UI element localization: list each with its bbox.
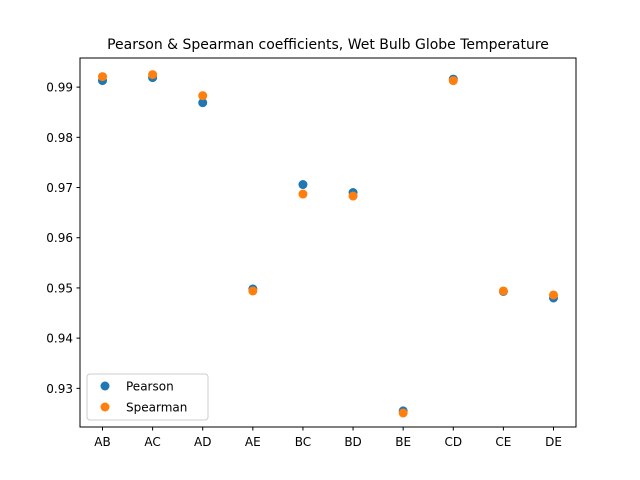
legend-label-spearman: Spearman <box>126 401 187 415</box>
point-pearson-bc <box>298 180 308 190</box>
x-tick-label: BD <box>344 435 361 449</box>
legend-marker-spearman <box>100 402 110 412</box>
y-tick-label: 0.98 <box>46 131 73 145</box>
x-tick-label: BE <box>395 435 411 449</box>
legend: Pearson Spearman <box>86 373 209 421</box>
point-spearman-ad <box>198 91 208 101</box>
x-tick-label: DE <box>545 435 562 449</box>
x-tick-label: AE <box>245 435 261 449</box>
point-spearman-de <box>549 290 558 300</box>
point-spearman-ce <box>498 286 508 296</box>
point-spearman-bc <box>298 189 308 199</box>
chart-title: Pearson & Spearman coefficients, Wet Bul… <box>107 37 549 53</box>
y-tick-label: 0.97 <box>46 181 73 195</box>
axes: AB AC AD AE BC BD BE CD CE DE 0.93 0.94 0.95 0.96 0.97… <box>46 81 562 449</box>
legend-label-pearson: Pearson <box>126 380 174 394</box>
y-tick-label: 0.93 <box>46 382 73 396</box>
point-pearson-ad <box>198 98 208 108</box>
x-tick-label: BC <box>295 435 311 449</box>
point-spearman-ab <box>98 72 107 82</box>
y-tick-label: 0.99 <box>46 81 73 95</box>
x-tick-label: CE <box>495 435 511 449</box>
legend-marker-pearson <box>100 381 110 391</box>
y-tick-label: 0.95 <box>46 281 73 295</box>
y-tick-label: 0.96 <box>46 231 73 245</box>
x-tick-label: CD <box>444 435 462 449</box>
plot-marks <box>98 70 558 418</box>
point-spearman-be <box>398 408 408 418</box>
plot-frame <box>79 57 577 428</box>
point-spearman-ae <box>248 286 258 296</box>
x-tick-label: AB <box>94 435 110 449</box>
x-tick-label: AC <box>144 435 160 449</box>
x-tick-label: AD <box>194 435 211 449</box>
point-spearman-bd <box>348 191 358 201</box>
point-spearman-ac <box>148 70 158 80</box>
point-spearman-cd <box>448 76 458 86</box>
y-tick-label: 0.94 <box>46 332 73 346</box>
legend-box <box>86 373 209 421</box>
